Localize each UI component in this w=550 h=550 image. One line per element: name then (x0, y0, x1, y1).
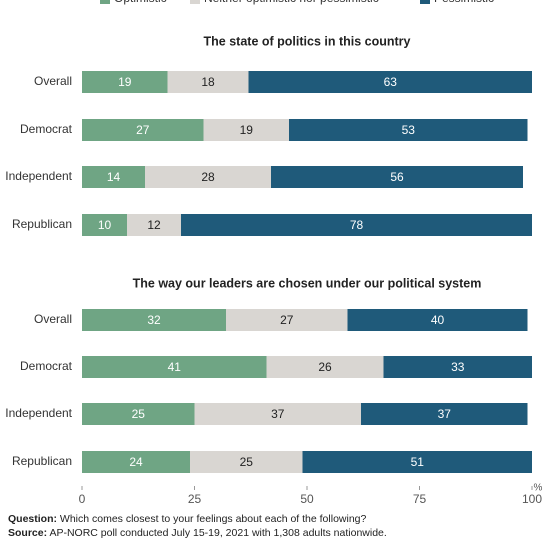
y-tick-label: Republican (12, 454, 72, 468)
bar-label: 33 (451, 360, 465, 374)
bar (266, 356, 384, 378)
bar-label: 25 (132, 407, 146, 421)
bar-label: 37 (271, 407, 285, 421)
y-tick-label: Democrat (20, 359, 73, 373)
bar (82, 71, 168, 93)
x-tick-label: 25 (188, 492, 202, 506)
bar-label: 51 (411, 455, 425, 469)
bar (289, 119, 528, 141)
bar-label: 37 (438, 407, 452, 421)
y-tick-label: Overall (34, 312, 72, 326)
bar (190, 451, 303, 473)
y-tick-label: Independent (5, 169, 72, 183)
x-tick-label: 50 (300, 492, 314, 506)
bar (145, 166, 271, 188)
bar (226, 309, 348, 331)
bar (383, 356, 532, 378)
bar-label: 56 (390, 170, 404, 184)
note-text: AP-NORC poll conducted July 15-19, 2021 … (49, 527, 386, 539)
bar (181, 214, 532, 236)
note-text: Which comes closest to your feelings abo… (60, 513, 367, 525)
legend-swatch (100, 0, 110, 4)
x-tick-label: 0 (79, 492, 86, 506)
legend-label: Optimistic (114, 0, 167, 5)
bar (347, 309, 528, 331)
bar (82, 309, 226, 331)
bar-label: 25 (240, 455, 254, 469)
bar-label: 40 (431, 313, 445, 327)
chart-title: The state of politics in this country (204, 34, 411, 48)
legend-label: Pessimistic (434, 0, 494, 5)
bar (82, 214, 127, 236)
note-source: Source: AP-NORC poll conducted July 15-1… (8, 527, 387, 539)
bar (167, 71, 249, 93)
bar-label: 19 (240, 123, 254, 137)
bar (248, 71, 532, 93)
bar-label: 63 (384, 75, 398, 89)
note-label: Question: (8, 513, 57, 525)
x-tick-label: 75 (413, 492, 427, 506)
x-axis-label: % (534, 483, 543, 494)
bar-label: 78 (350, 218, 364, 232)
y-tick-label: Democrat (20, 122, 73, 136)
chart-title: The way our leaders are chosen under our… (133, 276, 482, 290)
y-tick-label: Republican (12, 217, 72, 231)
bar (361, 403, 528, 425)
bar-label: 32 (147, 313, 161, 327)
note-label: Source: (8, 527, 47, 539)
legend-label: Neither optimistic nor pessimistic (204, 0, 379, 5)
bar-label: 27 (280, 313, 294, 327)
bar-label: 10 (98, 218, 112, 232)
bar (82, 356, 267, 378)
bar-label: 12 (147, 218, 161, 232)
bar-label: 28 (201, 170, 215, 184)
bar (82, 403, 195, 425)
x-tick-label: 100 (522, 492, 542, 506)
y-tick-label: Independent (5, 406, 72, 420)
bar-label: 26 (318, 360, 332, 374)
bar (271, 166, 523, 188)
bar (194, 403, 361, 425)
bar (203, 119, 289, 141)
bar-label: 27 (136, 123, 150, 137)
note-question: Question: Which comes closest to your fe… (8, 513, 366, 525)
bar (82, 166, 145, 188)
y-tick-label: Overall (34, 74, 72, 88)
bar-label: 18 (201, 75, 215, 89)
bar-label: 53 (402, 123, 416, 137)
bar (127, 214, 181, 236)
bar-label: 41 (168, 360, 182, 374)
legend-swatch (420, 0, 430, 4)
legend-swatch (190, 0, 200, 4)
bar-label: 24 (129, 455, 143, 469)
bar-label: 14 (107, 170, 121, 184)
bar (82, 451, 190, 473)
bar (82, 119, 204, 141)
bar-label: 19 (118, 75, 132, 89)
bar (302, 451, 532, 473)
